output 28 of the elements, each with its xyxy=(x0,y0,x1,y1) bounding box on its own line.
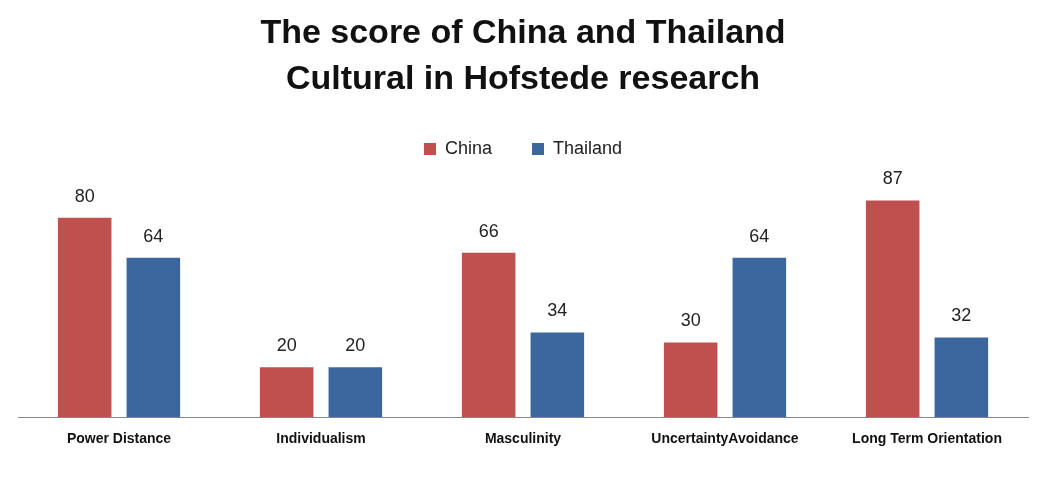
x-tick-label: UncertaintyAvoidance xyxy=(651,430,799,447)
x-tick-label: Masculinity xyxy=(484,430,562,447)
data-label: 87 xyxy=(882,168,903,189)
x-tick-label: Power Distance xyxy=(66,430,172,447)
data-label: 64 xyxy=(143,225,164,246)
chart-title: The score of China and Thailand Cultural in Hofstede research xyxy=(259,11,787,98)
bar xyxy=(530,332,585,418)
bar xyxy=(865,200,920,418)
data-label: 80 xyxy=(74,185,95,206)
x-tick-label: Individualism xyxy=(276,430,366,447)
bar xyxy=(934,337,989,418)
bar xyxy=(328,367,383,418)
data-label: 66 xyxy=(478,220,499,241)
bar xyxy=(259,367,314,418)
bar xyxy=(461,252,516,418)
data-label: 20 xyxy=(345,335,366,356)
data-label: 34 xyxy=(547,300,568,321)
bar xyxy=(663,342,718,418)
bar xyxy=(126,257,181,418)
legend-label: Thailand xyxy=(552,137,623,158)
data-label: 32 xyxy=(951,305,972,326)
bar xyxy=(57,217,112,418)
data-label: 64 xyxy=(749,225,770,246)
x-tick-label: Long Term Orientation xyxy=(852,430,1002,447)
legend-label: China xyxy=(444,137,493,158)
bar xyxy=(732,257,787,418)
data-label: 20 xyxy=(276,335,297,356)
data-label: 30 xyxy=(680,310,701,331)
